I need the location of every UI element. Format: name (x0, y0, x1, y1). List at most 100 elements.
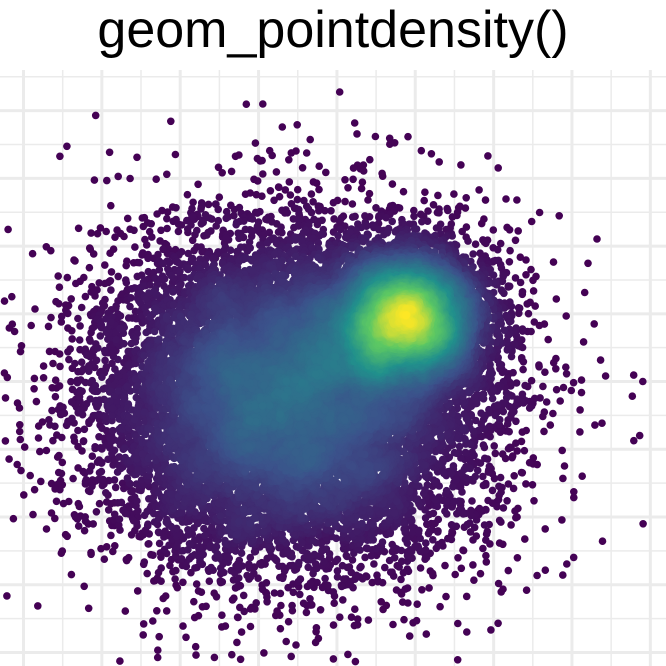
data-point (577, 376, 586, 384)
data-point (541, 566, 550, 574)
data-point (152, 306, 161, 314)
data-point (505, 282, 513, 291)
data-point (596, 356, 605, 364)
data-point (480, 521, 489, 529)
data-point (399, 187, 408, 196)
data-point (448, 527, 456, 536)
data-point (429, 201, 438, 209)
data-point (268, 151, 277, 160)
data-point (191, 642, 200, 651)
data-point (373, 571, 381, 579)
data-point (482, 506, 490, 514)
data-point (348, 200, 357, 208)
data-point (576, 428, 584, 436)
data-point (152, 175, 160, 183)
data-point (549, 258, 558, 266)
data-point (161, 592, 170, 600)
data-point (91, 111, 100, 120)
data-point (351, 605, 359, 613)
data-point (546, 421, 555, 429)
data-point (372, 544, 381, 553)
data-point (74, 499, 83, 508)
data-point (367, 552, 376, 560)
data-point (129, 516, 138, 525)
data-point (59, 499, 68, 508)
data-point (467, 511, 476, 520)
data-point (404, 132, 412, 141)
data-point (242, 100, 251, 108)
data-point (285, 156, 293, 164)
data-point (464, 387, 473, 395)
data-point (353, 130, 361, 138)
data-point (329, 655, 338, 663)
data-point (26, 471, 34, 480)
data-point (3, 592, 11, 600)
data-point (17, 466, 25, 475)
data-point (205, 577, 214, 585)
data-point (173, 542, 181, 551)
data-point (549, 358, 558, 367)
data-point (174, 227, 183, 236)
data-point (157, 226, 165, 235)
data-point (382, 601, 391, 610)
data-point (562, 370, 571, 378)
data-point (57, 318, 66, 326)
data-point (107, 286, 115, 294)
data-point (579, 338, 588, 346)
data-point (350, 621, 359, 630)
data-point (155, 632, 163, 641)
data-point (469, 250, 477, 258)
data-point (321, 206, 329, 215)
data-point (115, 521, 123, 529)
data-point (460, 465, 469, 474)
data-point (258, 585, 267, 594)
data-point (419, 489, 428, 498)
data-point (298, 164, 307, 172)
data-point (378, 169, 386, 178)
data-point (270, 554, 279, 562)
data-point (160, 275, 169, 283)
data-point (170, 462, 179, 471)
data-point (15, 404, 24, 412)
data-point (458, 227, 467, 236)
data-point (109, 426, 117, 435)
data-point (47, 313, 55, 322)
data-point (281, 186, 290, 194)
data-point (519, 365, 527, 374)
data-point (154, 646, 162, 654)
data-point (535, 208, 544, 217)
data-point (509, 407, 517, 416)
data-point (182, 633, 190, 642)
data-point (172, 581, 180, 589)
data-point (282, 637, 291, 646)
data-point (482, 558, 491, 566)
data-point (163, 224, 171, 233)
data-point (533, 571, 541, 580)
data-point (469, 561, 477, 569)
data-point (80, 425, 89, 434)
data-point (133, 153, 141, 162)
data-point (74, 314, 82, 323)
data-point (530, 497, 538, 505)
data-point (268, 218, 276, 226)
data-point (81, 292, 90, 301)
data-point (179, 578, 187, 587)
data-point (361, 212, 369, 220)
data-point (162, 518, 171, 527)
data-point (55, 350, 64, 358)
data-point (309, 178, 318, 186)
data-point (235, 517, 243, 526)
data-point (559, 474, 567, 483)
data-point (117, 498, 126, 507)
data-point (92, 508, 101, 516)
data-point (410, 206, 418, 215)
data-point (428, 569, 437, 578)
data-point (420, 461, 429, 469)
data-point (457, 161, 465, 169)
data-point (184, 265, 192, 274)
data-point (443, 204, 452, 213)
data-point (57, 312, 66, 321)
data-point (56, 362, 64, 371)
data-point (494, 619, 502, 628)
data-point (315, 185, 323, 194)
